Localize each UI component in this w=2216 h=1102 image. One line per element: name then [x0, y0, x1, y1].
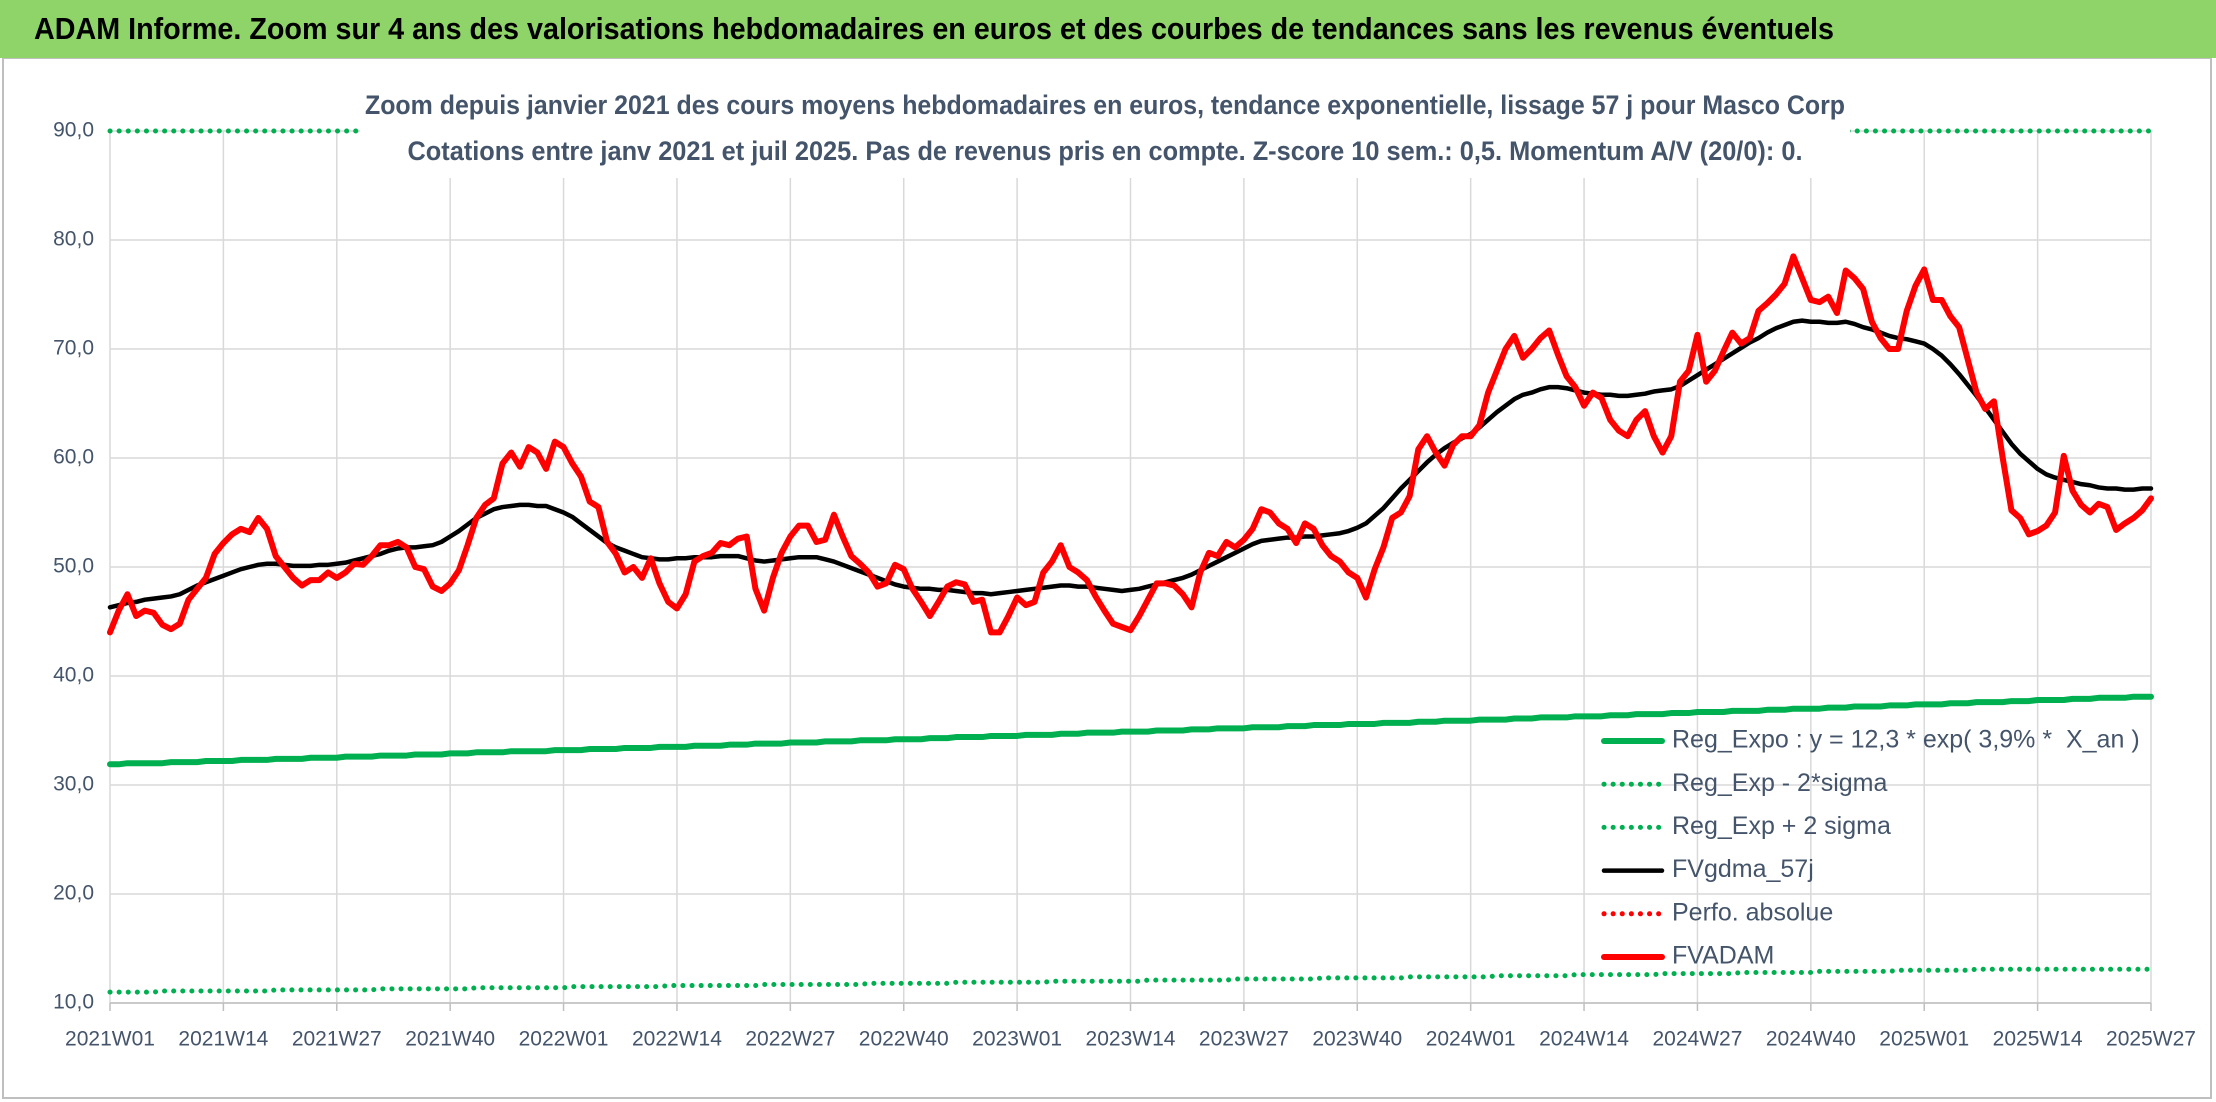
series-line [107, 318, 2154, 610]
y-tick-label: 90,0 [53, 119, 94, 142]
y-tick-label: 80,0 [53, 228, 94, 251]
x-tick-label: 2023W27 [1199, 1028, 1289, 1051]
x-tick-label: 2023W01 [972, 1028, 1062, 1051]
x-tick-label: 2021W01 [65, 1028, 155, 1051]
y-tick-label: 20,0 [53, 882, 94, 905]
x-tick-label: 2024W40 [1766, 1028, 1856, 1051]
x-tick-label: 2025W14 [1993, 1028, 2083, 1051]
x-tick-label: 2022W01 [519, 1028, 609, 1051]
y-tick-label: 70,0 [53, 337, 94, 360]
legend-label: Reg_Exp + 2 sigma [1672, 812, 1891, 840]
subtitle-box [360, 84, 1850, 178]
x-tick-label: 2021W40 [405, 1028, 495, 1051]
series-line [107, 693, 2154, 768]
page-title: ADAM Informe. Zoom sur 4 ans des valoris… [34, 11, 1834, 46]
x-tick-label: 2023W40 [1312, 1028, 1402, 1051]
legend-label: FVgdma_57j [1672, 855, 1814, 883]
x-tick-label: 2024W01 [1426, 1028, 1516, 1051]
x-tick-label: 2025W27 [2106, 1028, 2196, 1051]
y-tick-label: 50,0 [53, 555, 94, 578]
x-tick-label: 2024W27 [1652, 1028, 1742, 1051]
x-tick-label: 2022W14 [632, 1028, 722, 1051]
subtitle: Zoom depuis janvier 2021 des cours moyen… [365, 90, 1845, 120]
x-tick-label: 2023W14 [1086, 1028, 1176, 1051]
y-tick-label: 30,0 [53, 773, 94, 796]
subtitle: Cotations entre janv 2021 et juil 2025. … [408, 136, 1803, 166]
x-tick-label: 2021W27 [292, 1028, 382, 1051]
x-tick-label: 2025W01 [1879, 1028, 1969, 1051]
y-tick-label: 40,0 [53, 664, 94, 687]
series-line [107, 253, 2154, 636]
x-tick-label: 2024W14 [1539, 1028, 1629, 1051]
legend-label: FVADAM [1672, 942, 1774, 970]
legend-label: Reg_Exp - 2*sigma [1672, 769, 1887, 797]
x-tick-label: 2022W40 [859, 1028, 949, 1051]
y-tick-label: 60,0 [53, 446, 94, 469]
x-tick-label: 2021W14 [178, 1028, 268, 1051]
x-tick-label: 2022W27 [745, 1028, 835, 1051]
y-tick-label: 10,0 [53, 991, 94, 1014]
legend-label: Perfo. absolue [1672, 898, 1833, 926]
legend-label: Reg_Expo : y = 12,3 * exp( 3,9% * X_an ) [1672, 726, 2140, 754]
series-line [107, 966, 2154, 995]
title-bar [0, 0, 2216, 58]
